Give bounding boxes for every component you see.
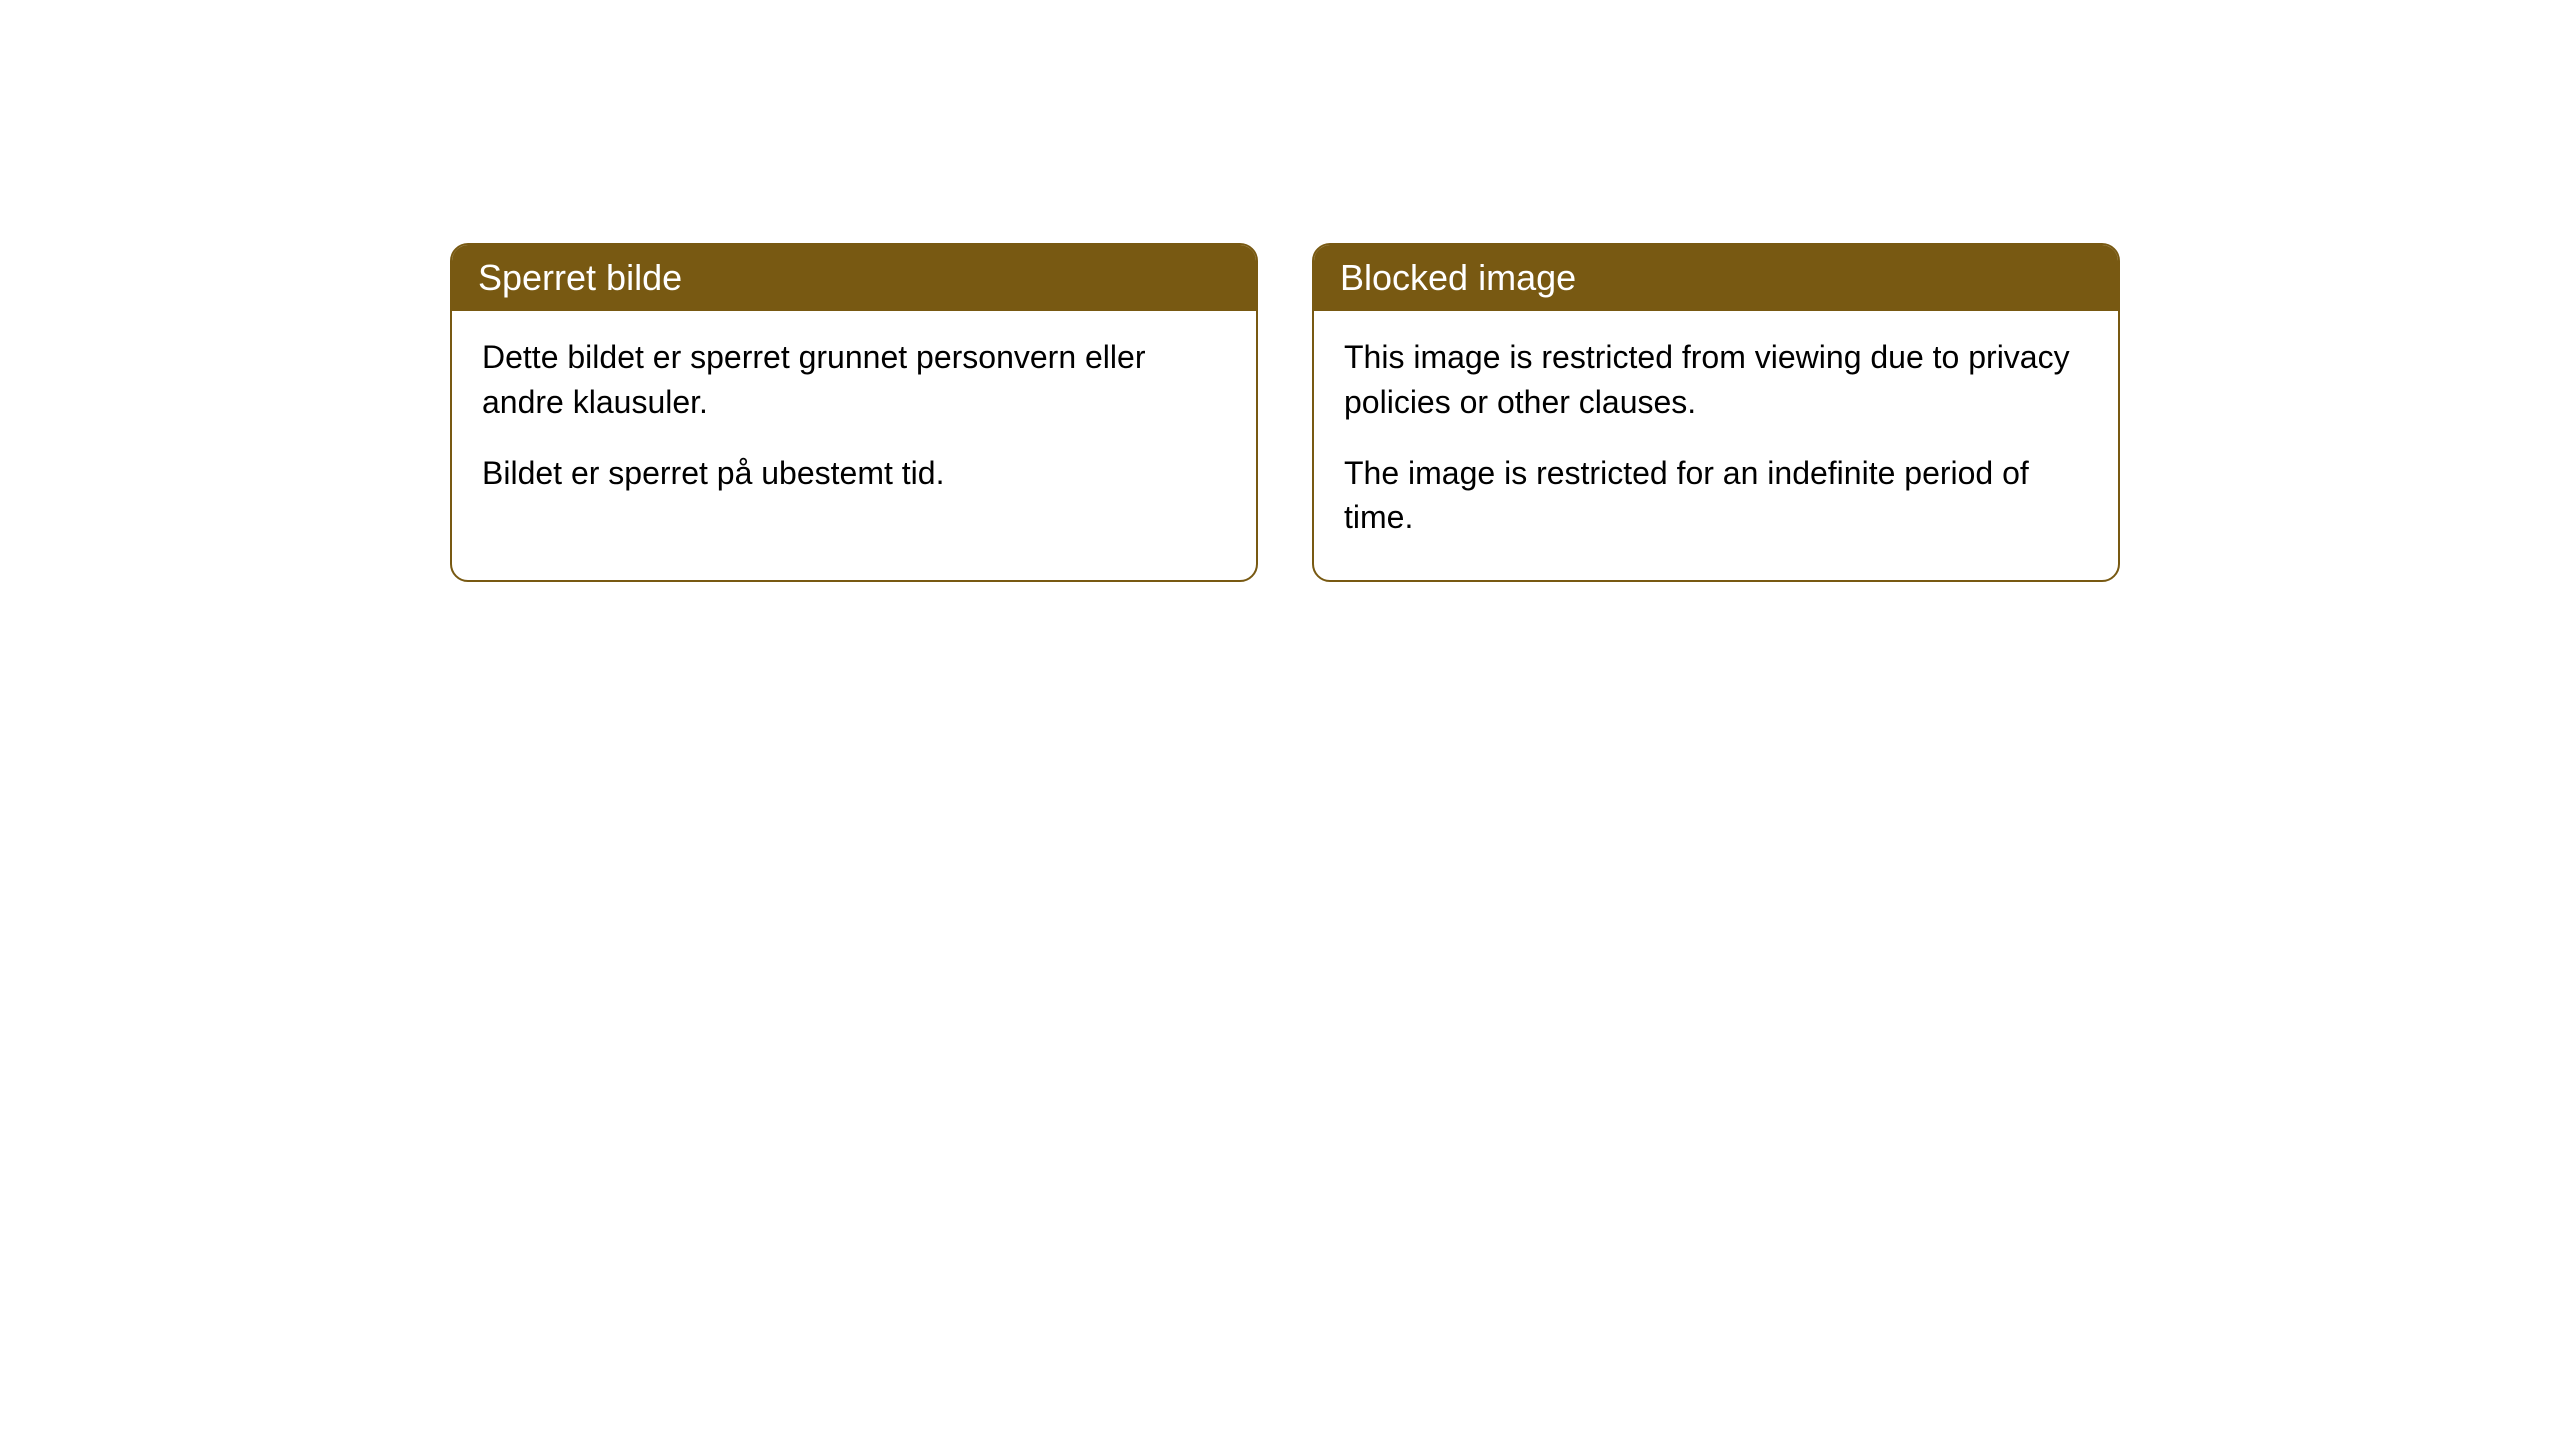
card-body-english: This image is restricted from viewing du… bbox=[1314, 311, 2118, 580]
card-paragraph: Dette bildet er sperret grunnet personve… bbox=[482, 335, 1226, 425]
card-paragraph: The image is restricted for an indefinit… bbox=[1344, 451, 2088, 541]
card-paragraph: This image is restricted from viewing du… bbox=[1344, 335, 2088, 425]
card-paragraph: Bildet er sperret på ubestemt tid. bbox=[482, 451, 1226, 496]
card-header-norwegian: Sperret bilde bbox=[452, 245, 1256, 311]
card-title: Blocked image bbox=[1340, 257, 1576, 298]
card-title: Sperret bilde bbox=[478, 257, 682, 298]
card-body-norwegian: Dette bildet er sperret grunnet personve… bbox=[452, 311, 1256, 535]
blocked-image-card-english: Blocked image This image is restricted f… bbox=[1312, 243, 2120, 582]
card-header-english: Blocked image bbox=[1314, 245, 2118, 311]
notice-cards-container: Sperret bilde Dette bildet er sperret gr… bbox=[450, 243, 2120, 582]
blocked-image-card-norwegian: Sperret bilde Dette bildet er sperret gr… bbox=[450, 243, 1258, 582]
